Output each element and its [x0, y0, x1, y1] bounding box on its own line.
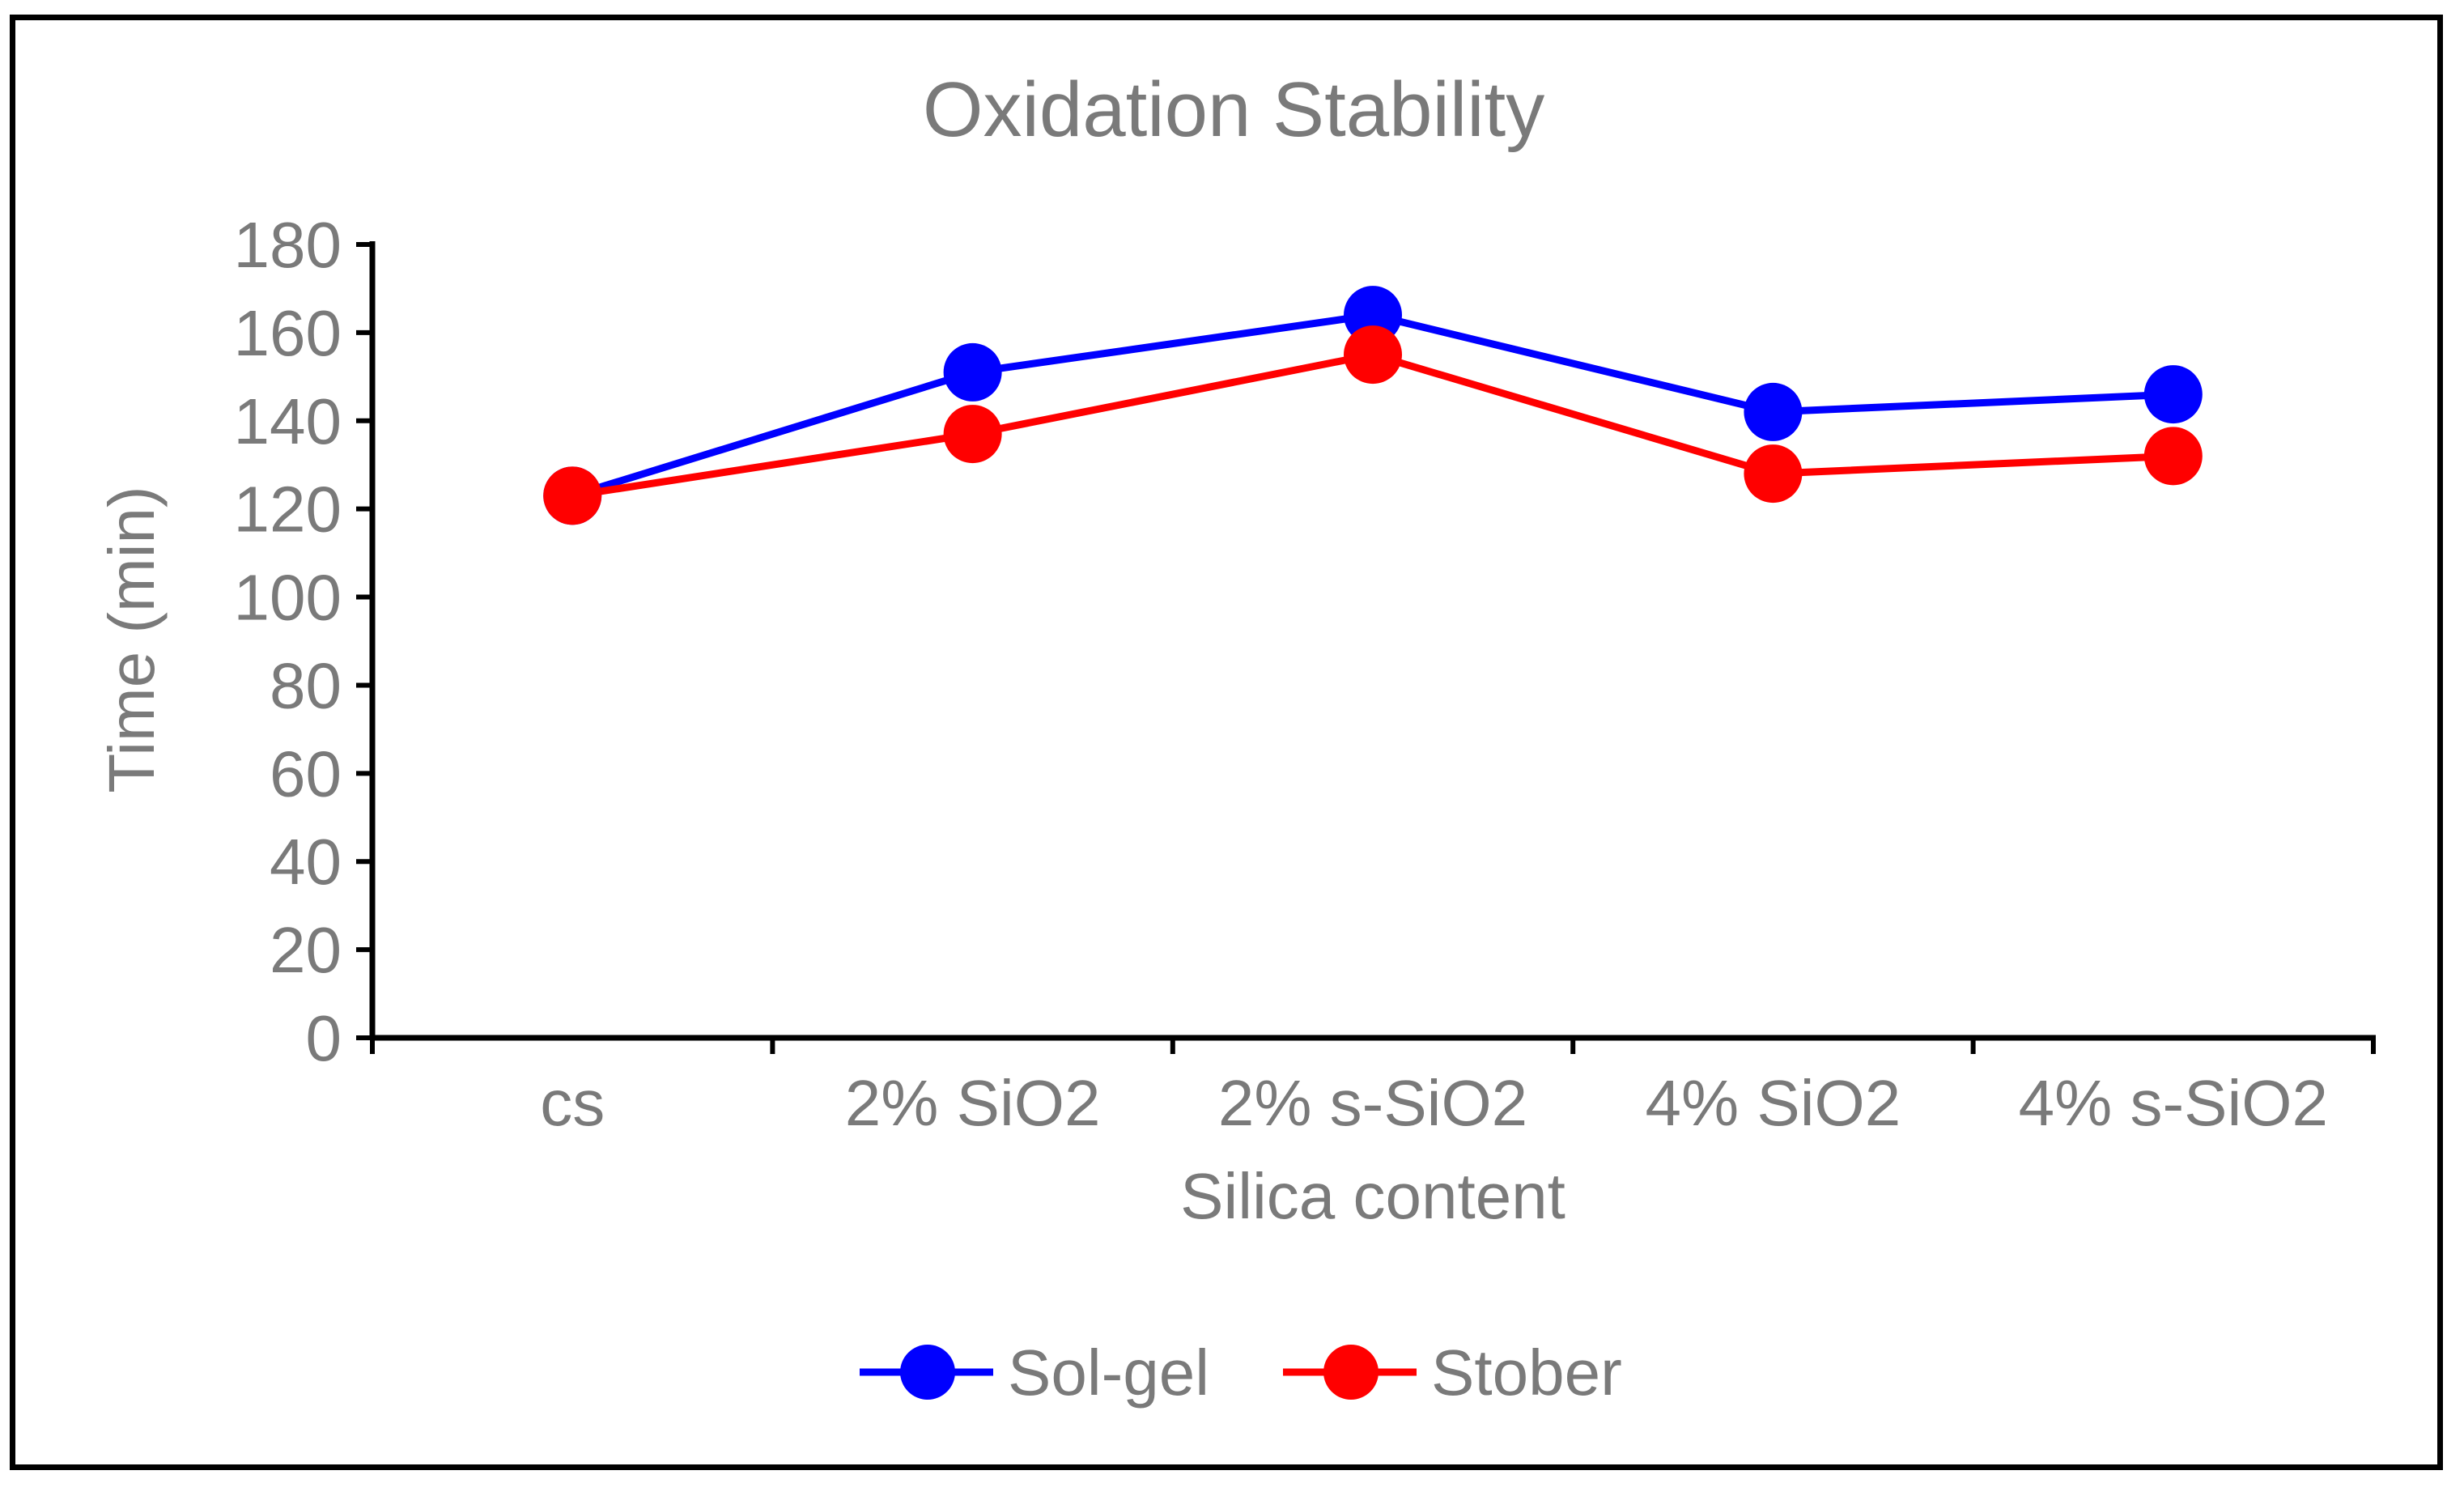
x-tick-label: 4% s-SiO2 — [2019, 1067, 2328, 1139]
chart-title: Oxidation Stability — [923, 66, 1544, 153]
data-point-sol-gel — [943, 342, 1002, 402]
x-tick-label: 2% s-SiO2 — [1218, 1067, 1527, 1139]
legend-marker-stober — [1323, 1345, 1379, 1400]
data-point-sol-gel — [2143, 365, 2203, 424]
y-tick-label: 180 — [234, 209, 342, 281]
y-axis-label: Time (min) — [96, 486, 168, 793]
y-ticks: 0 20 40 60 80 100 120 140 160 180 — [234, 209, 372, 1074]
legend: Sol-gel Stober — [860, 1337, 1622, 1409]
x-ticks: cs 2% SiO2 2% s-SiO2 4% SiO2 4% s-SiO2 — [370, 1038, 2376, 1139]
series-points — [543, 286, 2203, 525]
x-axis-label: Silica content — [1180, 1160, 1565, 1232]
legend-marker-sol-gel — [900, 1345, 955, 1400]
data-point-stober — [543, 466, 602, 525]
y-tick-label: 160 — [234, 297, 342, 369]
x-tick-label: cs — [540, 1067, 605, 1139]
data-point-sol-gel — [1744, 382, 1803, 441]
y-tick-label: 80 — [270, 649, 342, 721]
y-tick-label: 20 — [270, 914, 342, 986]
y-tick-label: 0 — [306, 1002, 342, 1074]
legend-label-stober: Stober — [1431, 1337, 1622, 1409]
y-tick-label: 120 — [234, 474, 342, 546]
y-tick-label: 60 — [270, 737, 342, 810]
y-tick-label: 140 — [234, 385, 342, 457]
data-point-stober — [2143, 427, 2203, 486]
x-tick-label: 4% SiO2 — [1646, 1067, 1901, 1139]
axes — [369, 241, 2376, 1041]
x-tick-label: 2% SiO2 — [845, 1067, 1101, 1139]
data-point-stober — [1344, 325, 1402, 385]
data-point-stober — [1744, 444, 1803, 504]
y-tick-label: 40 — [270, 826, 342, 898]
y-tick-label: 100 — [234, 562, 342, 634]
data-point-stober — [943, 405, 1002, 464]
legend-label-sol-gel: Sol-gel — [1008, 1337, 1209, 1409]
chart-frame — [10, 15, 2443, 1470]
